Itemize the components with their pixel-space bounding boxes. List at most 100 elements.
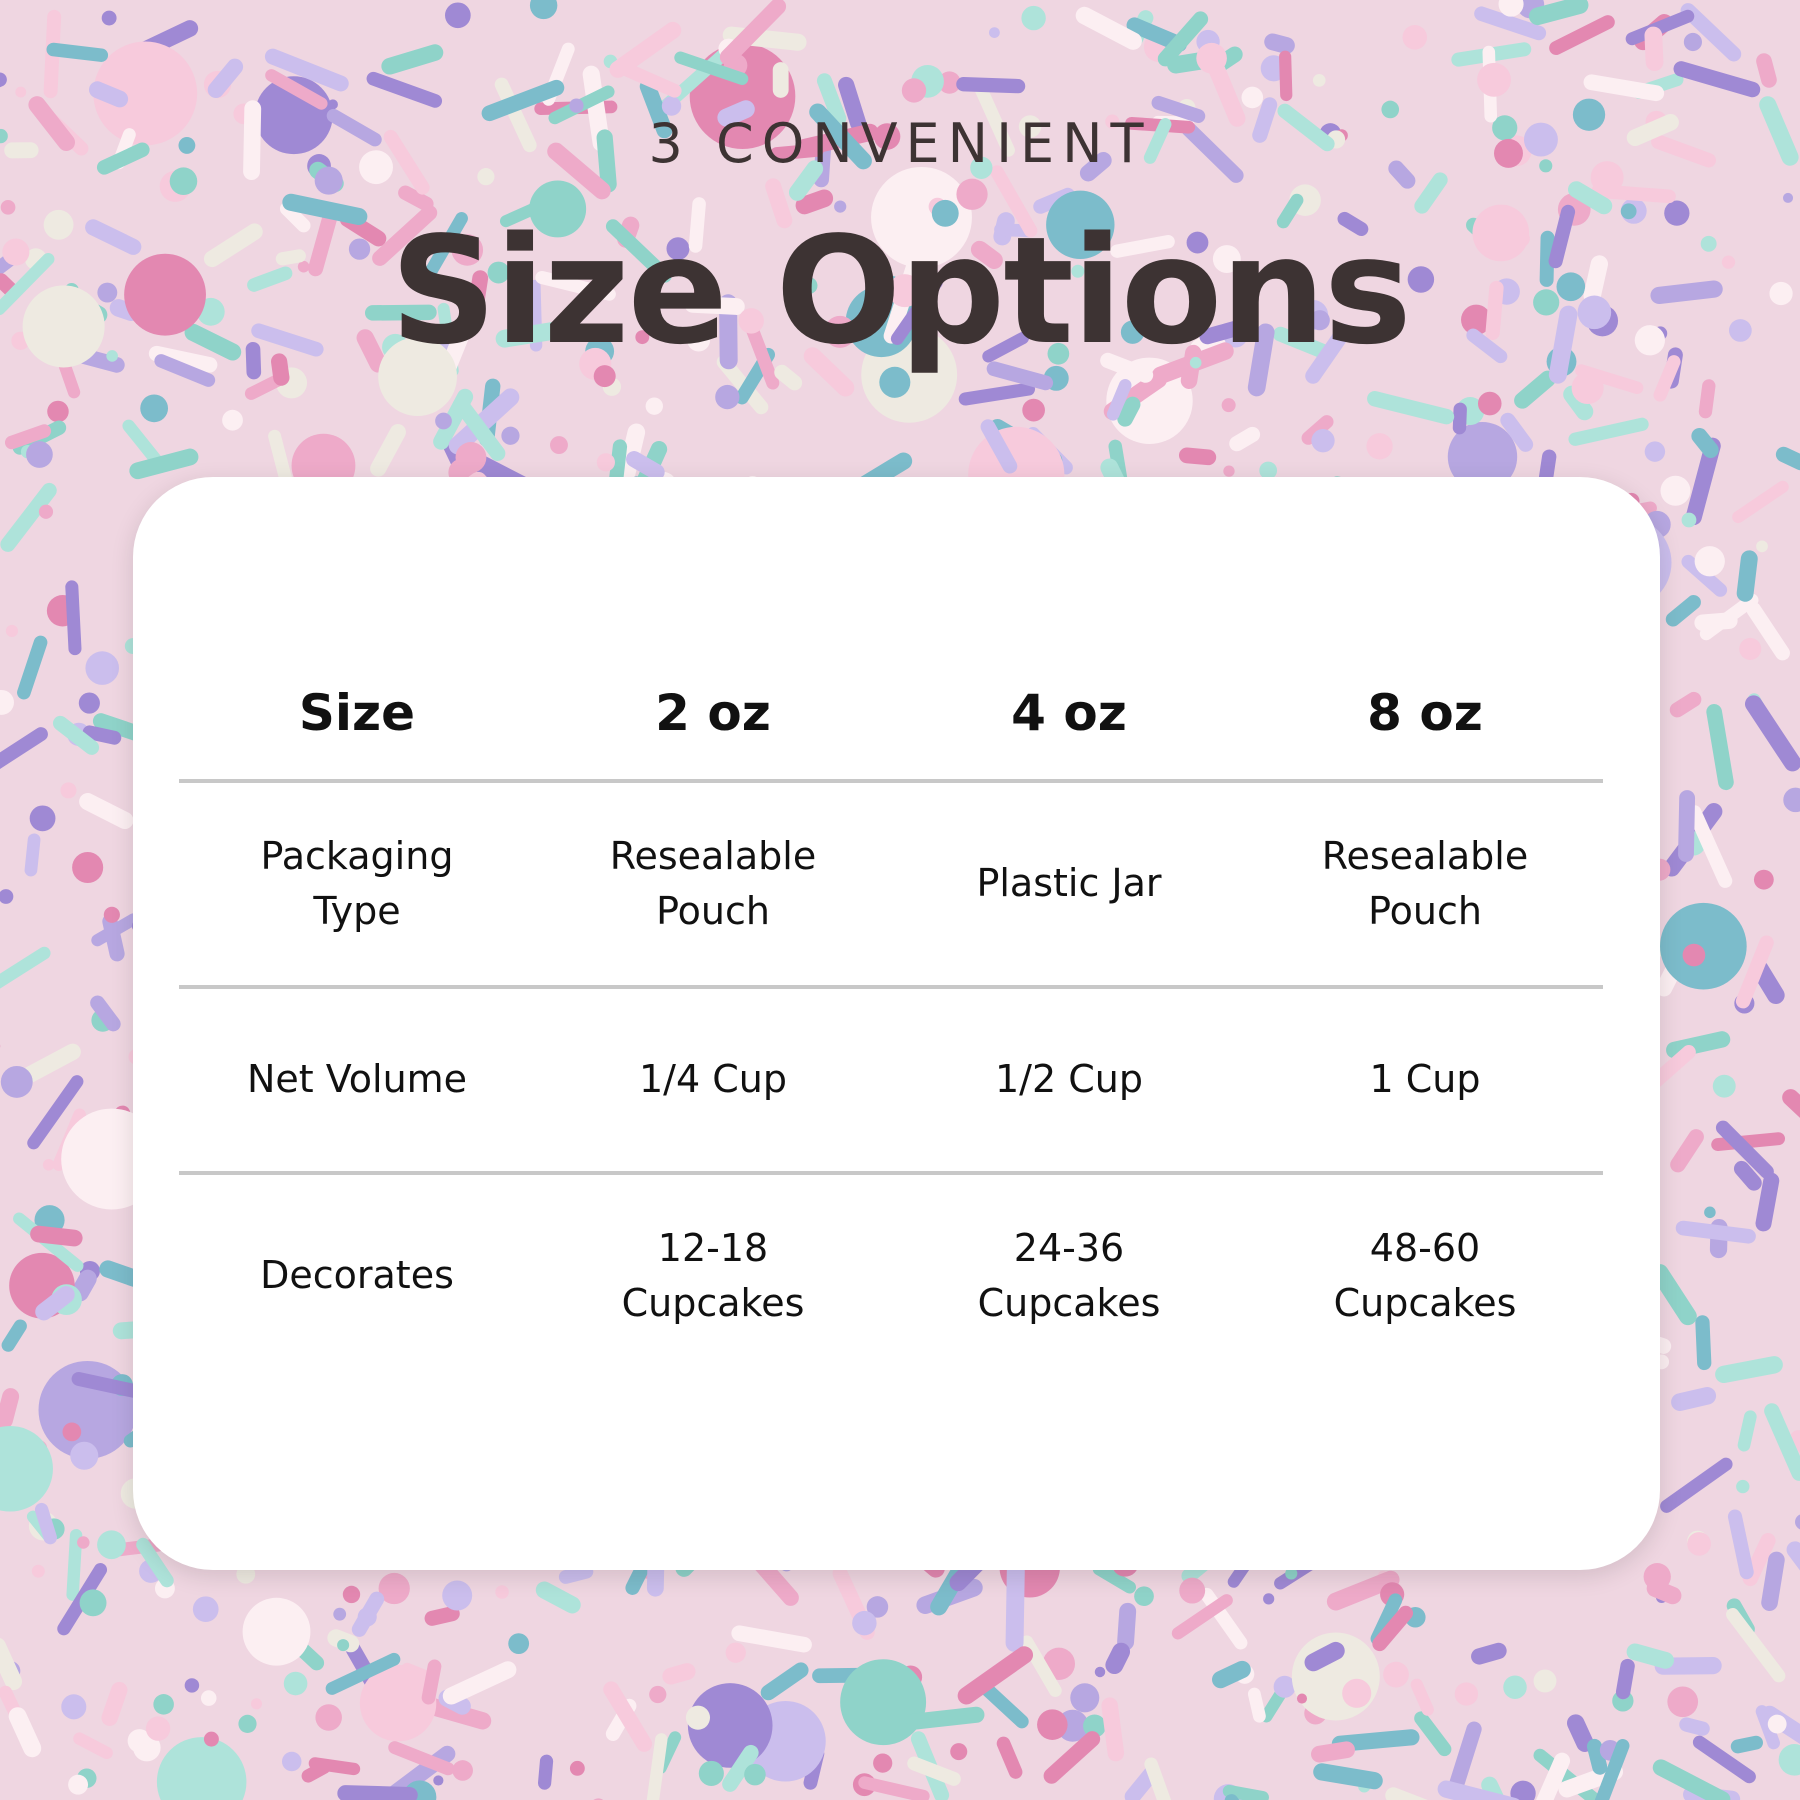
sugar-pearl	[1342, 1678, 1372, 1708]
sugar-pearl	[433, 1775, 444, 1786]
table-cell-line: 48-60	[1369, 1225, 1481, 1270]
sprinkle	[1694, 612, 1738, 631]
size-table: Size 2 oz 4 oz 8 oz Packaging Type Reseala…	[179, 647, 1603, 1377]
sugar-pearl	[725, 1642, 746, 1663]
table-header-row: Size 2 oz 4 oz 8 oz	[179, 647, 1603, 783]
sprinkle	[99, 1260, 144, 1287]
sprinkle	[1326, 1570, 1400, 1611]
sprinkle	[1650, 280, 1723, 305]
sprinkle	[494, 77, 537, 153]
sprinkle	[0, 946, 51, 992]
sprinkle	[956, 77, 1026, 94]
sprinkle	[1755, 1705, 1780, 1750]
sprinkle	[770, 143, 824, 161]
sugar-pearl	[1783, 787, 1800, 813]
sugar-pearl	[93, 41, 198, 146]
sprinkle	[0, 482, 57, 552]
sprinkle	[90, 995, 121, 1032]
sprinkle	[1212, 1660, 1251, 1689]
sprinkle	[88, 81, 129, 108]
sprinkle	[28, 96, 76, 151]
table-cell: 1 Cup	[1247, 987, 1603, 1175]
sprinkle	[1481, 1776, 1514, 1800]
sugar-pearl	[501, 426, 520, 445]
sprinkle	[370, 424, 406, 477]
sprinkle	[1726, 1607, 1786, 1683]
sprinkle	[858, 1776, 930, 1800]
sugar-pearl	[442, 1580, 473, 1611]
column-header: Size	[179, 647, 535, 783]
sugar-pearl	[1447, 422, 1518, 492]
sprinkle	[381, 44, 444, 75]
sugar-pearl	[156, 1737, 247, 1800]
sprinkle	[1414, 172, 1448, 214]
sprinkle	[1151, 95, 1206, 123]
table-cell-line: Resealable	[609, 833, 817, 878]
sprinkle	[688, 197, 706, 253]
sprinkle	[243, 100, 262, 181]
sprinkle	[645, 1733, 668, 1800]
sugar-pearl	[1477, 391, 1502, 416]
sugar-pearl	[529, 0, 558, 20]
table-cell-line: Plastic Jar	[976, 861, 1162, 906]
sprinkle	[1625, 9, 1695, 46]
sugar-pearl	[445, 2, 471, 29]
sugar-pearl	[1083, 1714, 1107, 1738]
sugar-pearl	[661, 96, 682, 116]
sugar-pearl	[1533, 1669, 1557, 1693]
sprinkle	[1388, 160, 1416, 189]
sprinkle	[1761, 1551, 1785, 1611]
sprinkle	[275, 249, 306, 266]
sugar-pearl	[1309, 310, 1330, 331]
sprinkle	[251, 323, 324, 357]
sugar-pearl	[1620, 203, 1637, 220]
sugar-pearl	[103, 906, 120, 923]
sugar-pearl	[1381, 100, 1400, 119]
sprinkle	[356, 329, 387, 373]
sugar-pearl	[0, 1065, 33, 1098]
sprinkle	[958, 382, 1036, 406]
sprinkle	[4, 142, 39, 159]
sugar-pearl	[477, 168, 495, 186]
sprinkle	[8, 1707, 42, 1758]
sugar-pearl	[77, 1536, 90, 1549]
sprinkle	[1449, 1721, 1482, 1791]
sprinkle	[30, 1225, 83, 1247]
sprinkle	[73, 1732, 113, 1760]
sugar-pearl	[1022, 398, 1045, 422]
sugar-pearl	[192, 1596, 219, 1623]
sprinkle	[1673, 61, 1761, 98]
sugar-pearl	[1682, 943, 1706, 967]
sprinkle	[803, 347, 855, 397]
sprinkle	[1746, 602, 1790, 661]
sugar-pearl	[238, 1714, 257, 1733]
sprinkle	[1247, 323, 1275, 397]
sprinkle	[535, 1581, 581, 1614]
sugar-pearl	[42, 1159, 55, 1171]
sugar-pearl	[153, 1694, 174, 1715]
sprinkle	[1744, 695, 1800, 772]
sugar-pearl	[1402, 25, 1428, 50]
table-cell: 48-60 Cupcakes	[1247, 1173, 1603, 1377]
sprinkle	[990, 165, 1038, 238]
sprinkle	[1311, 1741, 1355, 1763]
sugar-pearl	[70, 1441, 99, 1470]
sprinkle	[1548, 204, 1576, 269]
sprinkle	[17, 635, 48, 700]
sprinkle	[1644, 26, 1664, 72]
sprinkle	[1583, 255, 1609, 305]
sugar-pearl	[495, 1585, 509, 1599]
sprinkle	[1033, 187, 1076, 214]
sugar-pearl	[1700, 235, 1717, 252]
sprinkle	[271, 353, 290, 386]
sprinkle	[907, 1756, 961, 1786]
sugar-pearl	[0, 1425, 53, 1512]
sprinkle	[1144, 1757, 1183, 1800]
sprinkle	[605, 219, 672, 283]
sugar-pearl	[1687, 1532, 1711, 1556]
table-row: Decorates 12-18 Cupcakes 24-36 Cupcakes 48-60…	[179, 1173, 1603, 1377]
sprinkle	[79, 793, 134, 830]
row-label: Packaging Type	[179, 781, 535, 989]
sprinkle	[1756, 53, 1777, 88]
sugar-pearl	[1472, 204, 1530, 262]
